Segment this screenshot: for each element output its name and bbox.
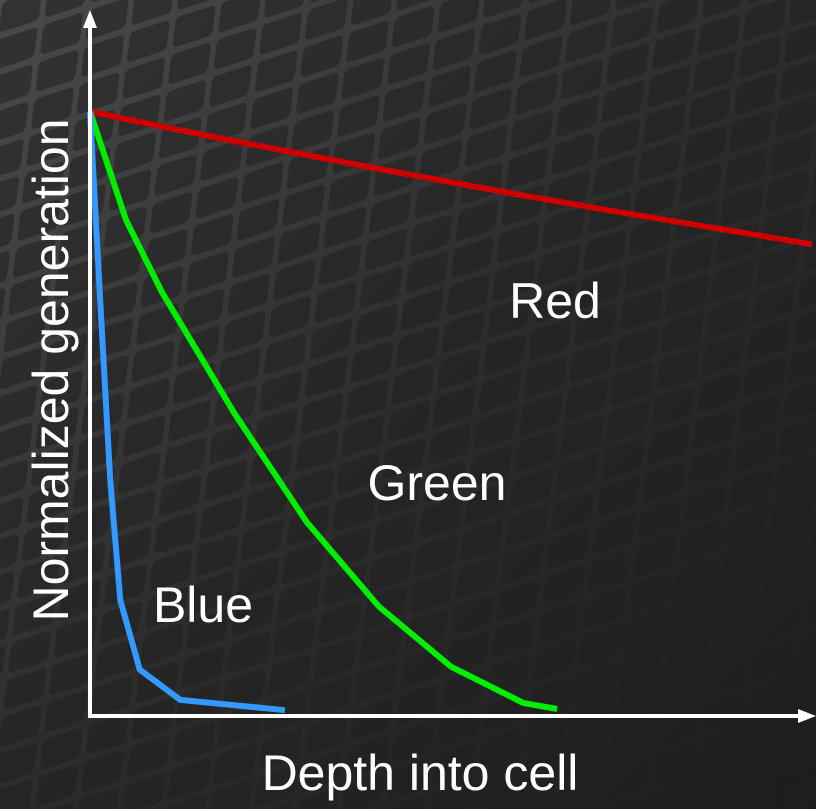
series-label: Blue (153, 577, 253, 633)
x-axis-title: Depth into cell (262, 745, 579, 801)
y-axis-title: Normalized generation (23, 118, 79, 621)
series-label: Red (509, 273, 601, 329)
chart: Depth into cell Normalized generation Re… (0, 0, 816, 809)
series-label: Green (368, 455, 507, 511)
